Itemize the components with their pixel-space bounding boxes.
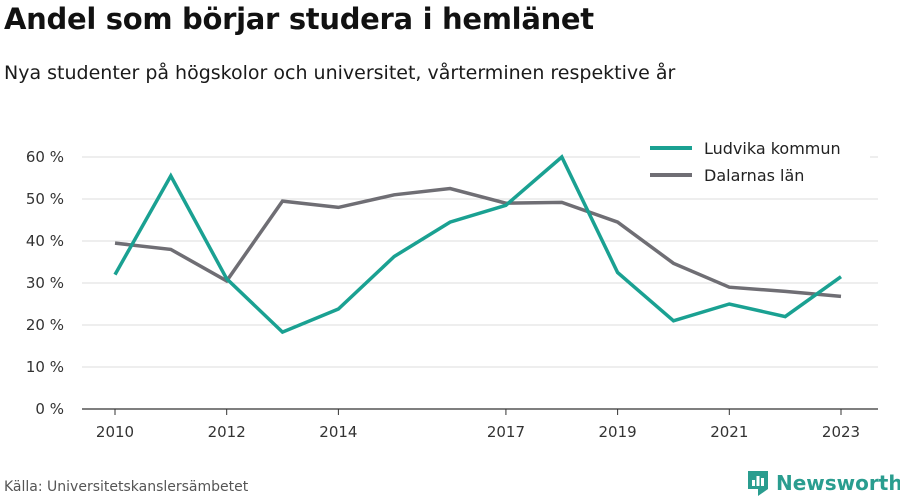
x-tick-label: 2012	[208, 423, 246, 441]
x-tick-label: 2019	[599, 423, 637, 441]
axes: 0 % 10 % 20 % 30 % 40 % 50 % 60 % 2010 2012 2014 2…	[26, 148, 878, 441]
brand-logo[interactable]: Newsworthy	[746, 468, 900, 498]
chart-subtitle: Nya studenter på högskolor och universit…	[4, 62, 676, 84]
y-tick-label: 20 %	[26, 316, 64, 334]
y-tick-label: 10 %	[26, 358, 64, 376]
legend-background	[640, 134, 870, 190]
brand-name: Newsworthy	[776, 471, 900, 495]
x-tick-label: 2014	[319, 423, 357, 441]
series-lines	[113, 154, 843, 335]
y-tick-label: 0 %	[35, 400, 64, 418]
x-tick-label: 2021	[710, 423, 748, 441]
series-line-dalarna	[114, 186, 842, 299]
chart-title: Andel som börjar studera i hemlänet	[4, 2, 594, 36]
series-line-ludvika	[113, 154, 843, 335]
source-note: Källa: Universitetskanslersämbetet	[4, 479, 249, 495]
y-tick-label: 30 %	[26, 274, 64, 292]
line-chart: 0 % 10 % 20 % 30 % 40 % 50 % 60 % 2010 2012 2014 2…	[25, 134, 878, 441]
y-tick-label: 50 %	[26, 190, 64, 208]
legend-label: Dalarnas län	[704, 166, 804, 185]
x-tick-label: 2023	[822, 423, 860, 441]
x-tick-label: 2017	[487, 423, 525, 441]
legend: Ludvika kommun Dalarnas län	[640, 134, 870, 190]
y-tick-label: 60 %	[26, 148, 64, 166]
x-tick-label: 2010	[96, 423, 134, 441]
y-tick-label: 40 %	[26, 232, 64, 250]
newsworthy-logo-icon	[748, 471, 768, 496]
gridlines	[82, 156, 878, 368]
legend-label: Ludvika kommun	[704, 139, 841, 158]
